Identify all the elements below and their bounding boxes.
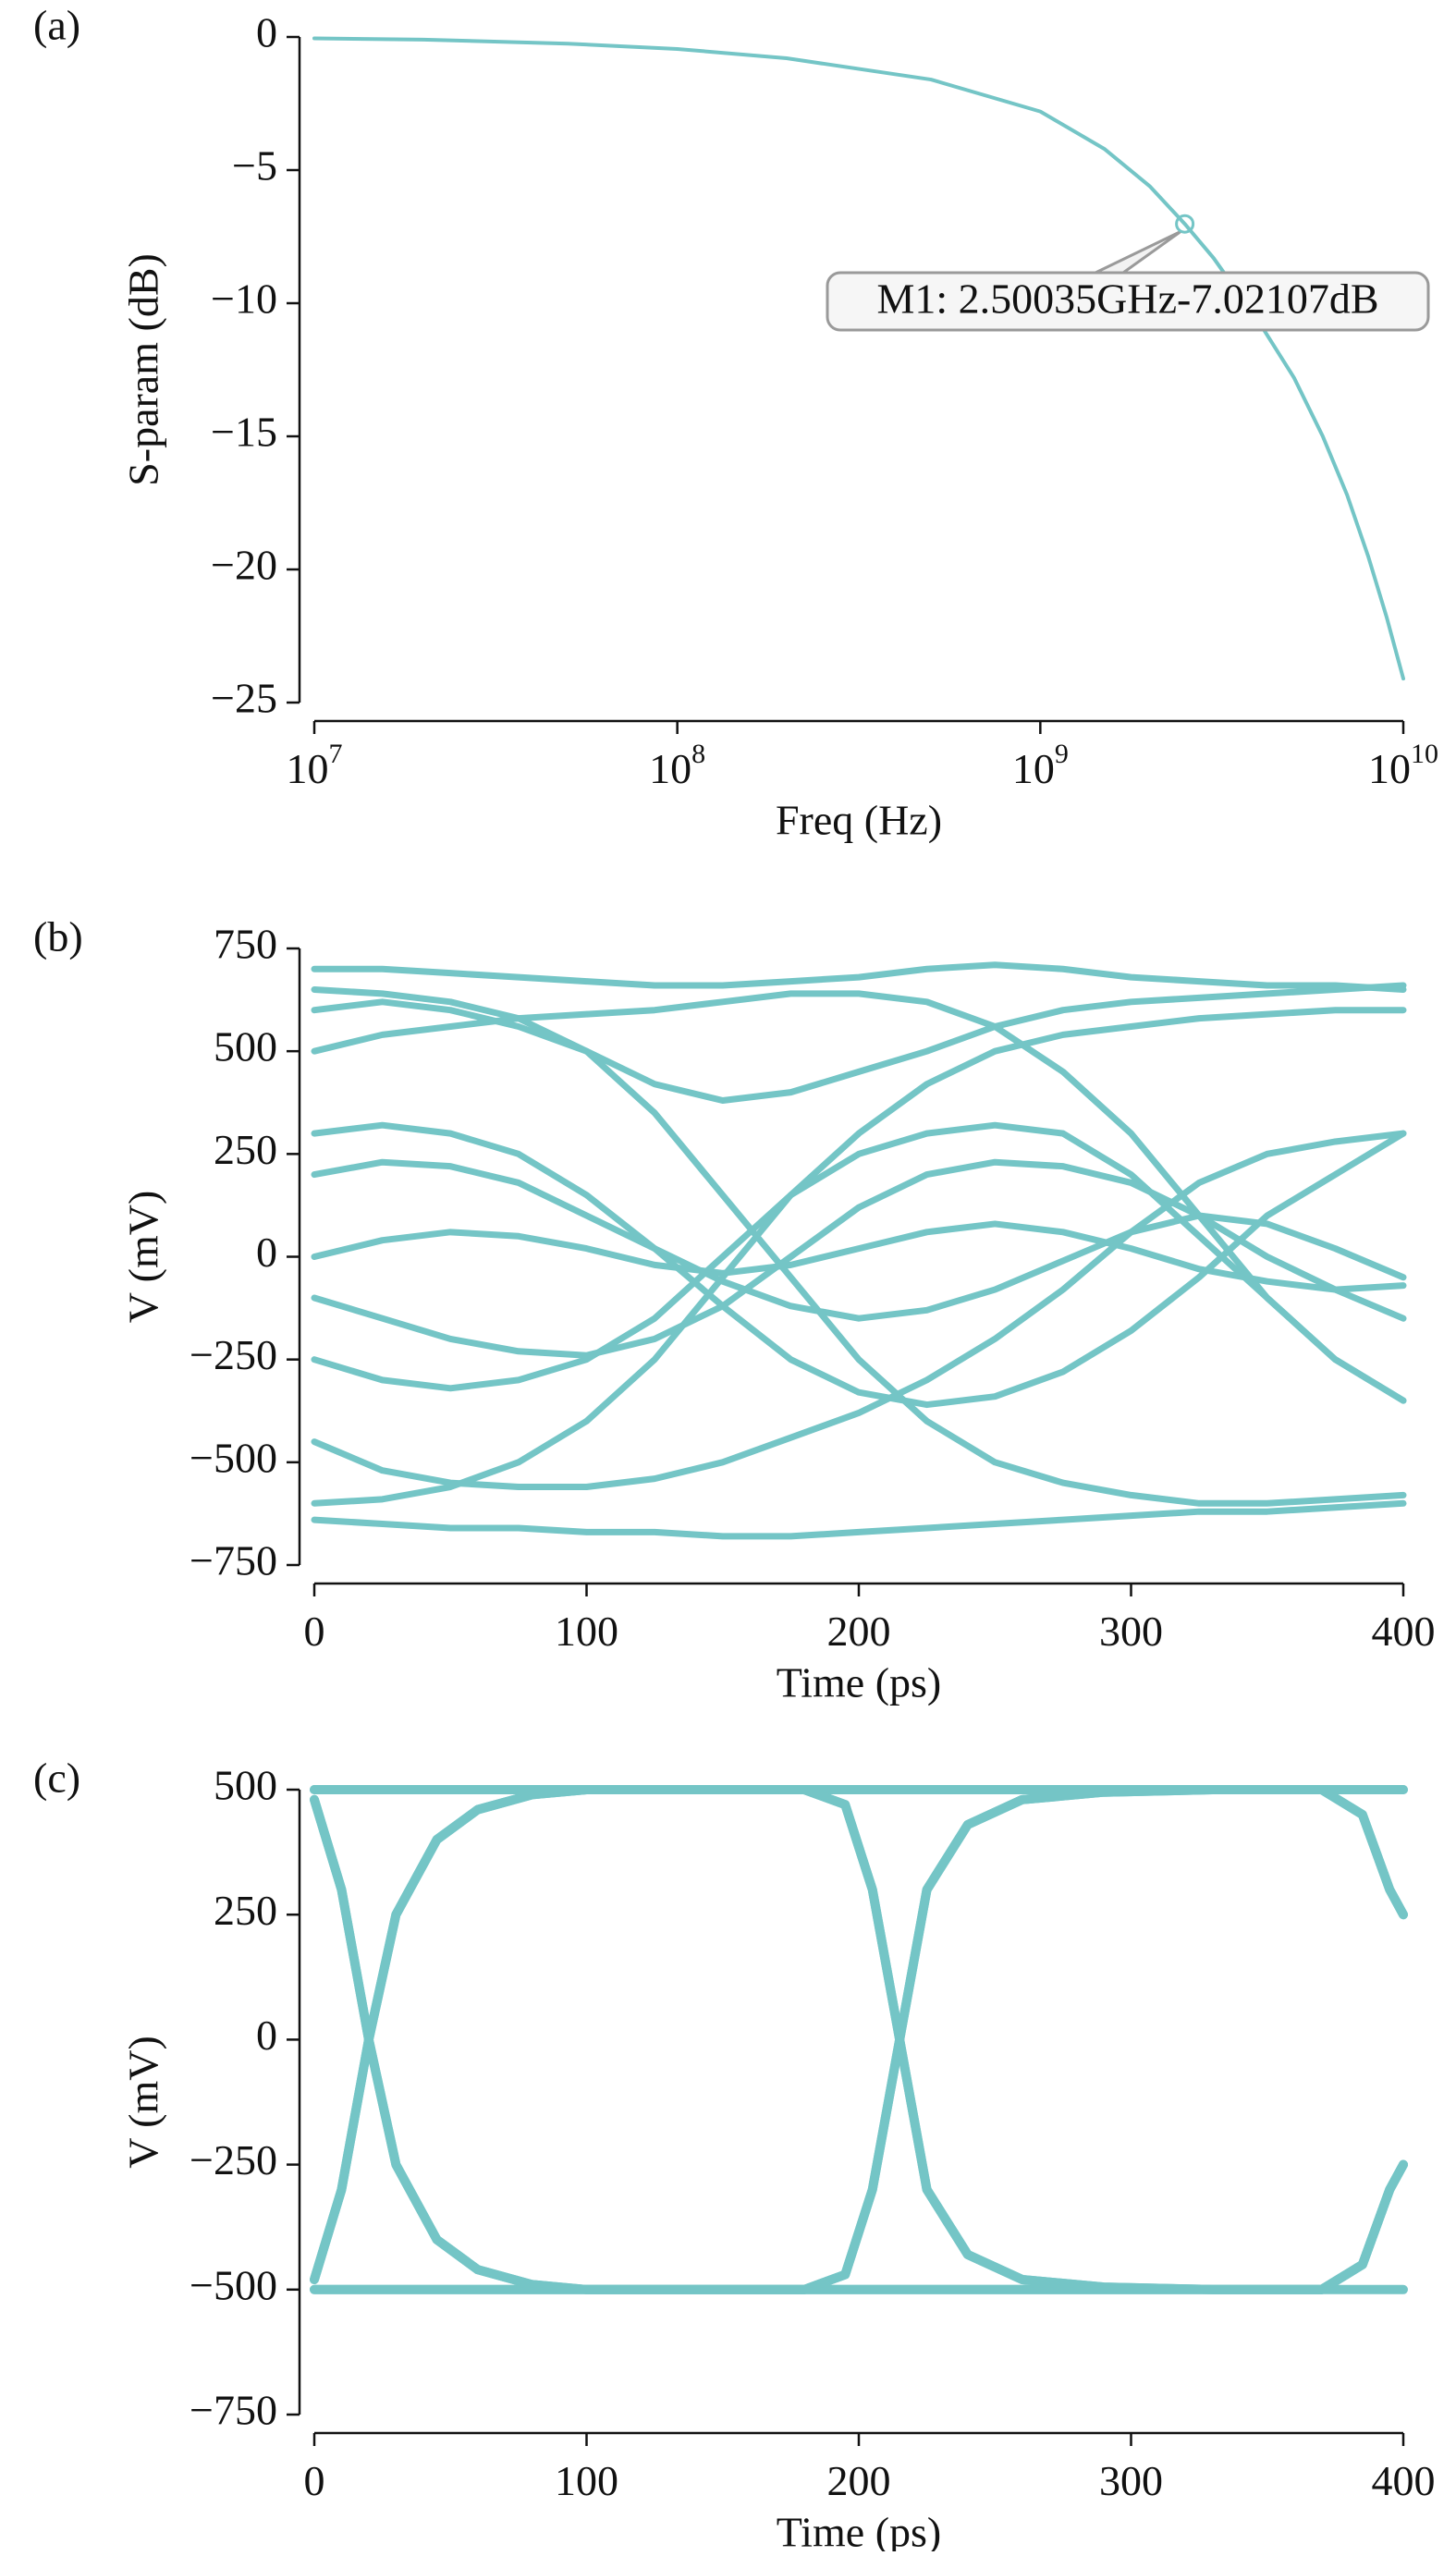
x-tick-base: 10 (649, 745, 691, 792)
x-tick-label: 0 (304, 2457, 325, 2504)
trace (311, 1007, 1407, 1507)
y-tick-label: 0 (256, 2012, 277, 2059)
trace (310, 1785, 1408, 2294)
trace (311, 1499, 1407, 1540)
y-tick-label: −250 (190, 1331, 277, 1378)
x-tick-label: 107 (287, 739, 343, 792)
x-tick-base: 10 (1368, 745, 1411, 792)
trace (311, 1130, 1407, 1491)
y-tick-label: −10 (211, 275, 277, 323)
y-tick-label: 250 (214, 1126, 277, 1173)
y-tick-label: 500 (214, 1762, 277, 1809)
x-tick-base: 200 (827, 2457, 891, 2504)
x-tick-exponent: 8 (691, 739, 705, 769)
marker (1175, 214, 1195, 234)
panel-label: (b) (33, 913, 83, 960)
annotation-text: M1: 2.50035GHz-7.02107dB (876, 275, 1378, 323)
x-tick-label: 200 (827, 2457, 891, 2504)
trace (311, 985, 1407, 1507)
y-tick-label: −250 (190, 2136, 277, 2183)
panel-label: (c) (33, 1755, 80, 1802)
x-tick-label: 300 (1099, 2457, 1163, 2504)
x-tick-base: 0 (304, 1608, 325, 1655)
trace (311, 1121, 1407, 1409)
x-tick-exponent: 7 (329, 739, 343, 769)
x-tick-base: 400 (1372, 2457, 1436, 2504)
trace (311, 982, 1407, 1105)
x-tick-base: 100 (555, 2457, 618, 2504)
x-tick-exponent: 9 (1055, 739, 1069, 769)
y-tick-label: −15 (211, 409, 277, 456)
trace (310, 1794, 1408, 2294)
trace (311, 1158, 1407, 1359)
x-tick-base: 10 (1012, 745, 1055, 792)
y-axis-label: S-param (dB) (120, 253, 167, 486)
trace (311, 961, 1407, 993)
annotation-box (826, 271, 1430, 332)
x-tick-label: 300 (1099, 1608, 1163, 1655)
x-tick-base: 300 (1099, 2457, 1163, 2504)
x-tick-label: 200 (827, 1608, 891, 1655)
y-tick-label: 0 (256, 1229, 277, 1276)
x-tick-label: 100 (555, 2457, 618, 2504)
x-tick-label: 108 (649, 739, 705, 792)
trace (311, 1158, 1407, 1322)
y-tick-label: −5 (232, 142, 277, 190)
panel: 500 250 0 −250 −500 −750 0 100 200 300 400 (c) Time … (33, 1755, 1436, 2556)
trace (310, 1785, 1408, 2294)
x-tick-base: 0 (304, 2457, 325, 2504)
x-tick-label: 109 (1012, 739, 1069, 792)
x-tick-label: 1010 (1368, 739, 1438, 792)
x-tick-label: 400 (1372, 2457, 1436, 2504)
x-tick-base: 10 (287, 745, 329, 792)
y-axis-label: V (mV) (120, 1191, 167, 1324)
panel-label: (a) (33, 2, 80, 49)
trace (311, 1220, 1407, 1293)
x-tick-label: 400 (1372, 1608, 1436, 1655)
x-axis-label: Freq (Hz) (776, 797, 942, 844)
y-tick-label: 750 (214, 921, 277, 968)
panel: 750 500 250 0 −250 −500 −750 0 100 200 300 400 (b) Ti… (33, 913, 1436, 1706)
y-tick-label: 250 (214, 1887, 277, 1934)
y-tick-label: −750 (190, 2387, 277, 2434)
trace (310, 1785, 1408, 2284)
x-tick-base: 200 (827, 1608, 891, 1655)
y-tick-label: 0 (256, 9, 277, 56)
trace (310, 1785, 1408, 2294)
y-tick-label: −500 (190, 2261, 277, 2308)
trace (312, 36, 1405, 681)
x-tick-base: 400 (1372, 1608, 1436, 1655)
x-tick-label: 100 (555, 1608, 618, 1655)
x-axis-label: Time (ps) (777, 1659, 942, 1706)
y-tick-label: 500 (214, 1023, 277, 1070)
x-tick-exponent: 10 (1411, 739, 1438, 769)
trace (310, 1785, 1408, 2294)
x-tick-label: 0 (304, 1608, 325, 1655)
x-axis-label: Time (ps) (777, 2509, 942, 2551)
y-tick-label: −500 (190, 1434, 277, 1481)
annotation-pointer (1095, 229, 1182, 275)
x-tick-base: 100 (555, 1608, 618, 1655)
trace (311, 990, 1407, 1404)
y-tick-label: −750 (190, 1537, 277, 1584)
trace (310, 2159, 1408, 2294)
y-tick-label: −25 (211, 675, 277, 722)
x-tick-base: 300 (1099, 1608, 1163, 1655)
y-axis-label: V (mV) (120, 2036, 167, 2169)
y-tick-label: −20 (211, 542, 277, 589)
